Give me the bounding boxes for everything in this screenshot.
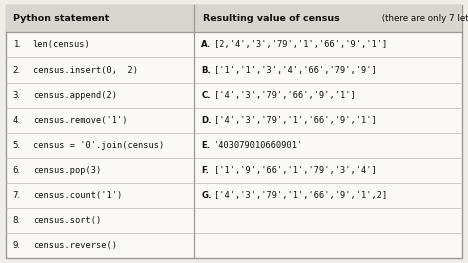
Text: D.: D. — [201, 116, 212, 125]
Text: F.: F. — [201, 166, 209, 175]
Text: 9.: 9. — [13, 241, 21, 250]
Text: B.: B. — [201, 65, 211, 74]
Text: Python statement: Python statement — [13, 14, 109, 23]
Text: len(census): len(census) — [33, 41, 90, 49]
Text: '403079010660901': '403079010660901' — [214, 141, 303, 150]
Text: census.sort(): census.sort() — [33, 216, 101, 225]
Text: (there are only 7 letters): (there are only 7 letters) — [379, 14, 468, 23]
Bar — [6, 5, 462, 32]
Text: 7.: 7. — [13, 191, 21, 200]
Text: ['1','1','3','4','66','79','9']: ['1','1','3','4','66','79','9'] — [214, 65, 377, 74]
Text: census.reverse(): census.reverse() — [33, 241, 117, 250]
Text: [2,'4','3','79','1','66','9','1']: [2,'4','3','79','1','66','9','1'] — [214, 41, 387, 49]
Text: 3.: 3. — [13, 91, 21, 100]
Text: G.: G. — [201, 191, 212, 200]
Text: census = '0'.join(census): census = '0'.join(census) — [33, 141, 164, 150]
Text: census.append(2): census.append(2) — [33, 91, 117, 100]
Text: census.count('1'): census.count('1') — [33, 191, 122, 200]
Text: ['4','3','79','66','9','1']: ['4','3','79','66','9','1'] — [214, 91, 356, 100]
Text: 4.: 4. — [13, 116, 21, 125]
Text: 5.: 5. — [13, 141, 21, 150]
Text: 8.: 8. — [13, 216, 21, 225]
Text: ['4','3','79','1','66','9','1',2]: ['4','3','79','1','66','9','1',2] — [214, 191, 387, 200]
Text: E.: E. — [201, 141, 210, 150]
Text: A.: A. — [201, 41, 212, 49]
Text: 6.: 6. — [13, 166, 21, 175]
Text: census.insert(0,  2): census.insert(0, 2) — [33, 65, 138, 74]
Text: C.: C. — [201, 91, 211, 100]
Text: census.remove('1'): census.remove('1') — [33, 116, 127, 125]
Text: census.pop(3): census.pop(3) — [33, 166, 101, 175]
Text: 2.: 2. — [13, 65, 21, 74]
Text: 1.: 1. — [13, 41, 21, 49]
Text: ['1','9','66','1','79','3','4']: ['1','9','66','1','79','3','4'] — [214, 166, 377, 175]
Text: Resulting value of census: Resulting value of census — [203, 14, 339, 23]
Text: ['4','3','79','1','66','9','1']: ['4','3','79','1','66','9','1'] — [214, 116, 377, 125]
